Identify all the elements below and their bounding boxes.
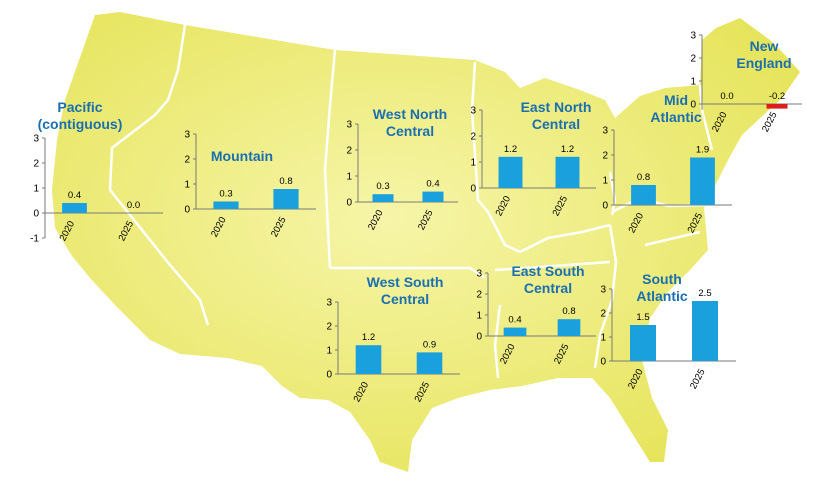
y-tick-label: 0 bbox=[184, 205, 190, 216]
y-tick-label: 1 bbox=[476, 311, 482, 322]
data-label: 0.0 bbox=[720, 91, 733, 102]
y-tick-label: 0 bbox=[33, 209, 39, 220]
y-tick-label: 2 bbox=[690, 54, 696, 65]
bar bbox=[631, 185, 656, 205]
y-tick-label: 3 bbox=[346, 120, 352, 131]
data-label: 0.3 bbox=[219, 189, 232, 200]
y-tick-label: 1 bbox=[600, 333, 606, 344]
data-label: 1.9 bbox=[696, 145, 709, 156]
data-label: 0.8 bbox=[279, 176, 292, 187]
y-tick-label: 2 bbox=[346, 146, 352, 157]
y-tick-label: 3 bbox=[470, 106, 476, 117]
y-tick-label: 0 bbox=[346, 198, 352, 209]
y-tick-label: 2 bbox=[470, 132, 476, 143]
y-tick-label: 1 bbox=[346, 172, 352, 183]
bar bbox=[62, 203, 87, 213]
bar bbox=[766, 104, 788, 109]
data-label: 0.8 bbox=[562, 306, 575, 317]
data-label: 1.2 bbox=[561, 144, 574, 155]
data-label: 0.8 bbox=[637, 172, 650, 183]
bar bbox=[690, 157, 715, 205]
y-tick-label: 0 bbox=[690, 100, 696, 111]
data-label: 0.4 bbox=[426, 179, 439, 190]
data-label: 0.0 bbox=[127, 200, 140, 211]
bar bbox=[503, 327, 527, 336]
y-tick-label: 0 bbox=[326, 370, 332, 381]
chart-title: West North Central bbox=[373, 106, 447, 139]
data-label: -0.2 bbox=[769, 91, 785, 102]
y-tick-label: 2 bbox=[602, 151, 608, 162]
bar bbox=[557, 319, 581, 336]
data-label: 1.5 bbox=[636, 312, 649, 323]
data-label: 1.2 bbox=[362, 332, 375, 343]
y-tick-label: 0 bbox=[600, 357, 606, 368]
bar bbox=[498, 156, 523, 188]
data-label: 1.2 bbox=[504, 144, 517, 155]
y-tick-label: 2 bbox=[33, 159, 39, 170]
y-tick-label: 1 bbox=[690, 77, 696, 88]
y-tick-label: 3 bbox=[184, 130, 190, 141]
y-tick-label: 0 bbox=[470, 184, 476, 195]
bar bbox=[273, 189, 299, 209]
y-tick-label: 0 bbox=[476, 332, 482, 343]
y-tick-label: 3 bbox=[690, 31, 696, 42]
chart-title: South Atlantic bbox=[636, 271, 688, 304]
us-map-silhouette bbox=[52, 12, 800, 472]
y-tick-label: 3 bbox=[33, 134, 39, 145]
bar bbox=[422, 191, 444, 202]
y-tick-label: 3 bbox=[602, 126, 608, 137]
chart-title: Mountain bbox=[211, 148, 273, 164]
data-label: 0.4 bbox=[508, 315, 521, 326]
y-tick-label: 2 bbox=[600, 309, 606, 320]
chart-title: Mid Atlantic bbox=[650, 92, 702, 125]
y-tick-label: 1 bbox=[470, 158, 476, 169]
chart-title: New England bbox=[736, 38, 791, 71]
y-tick-label: 1 bbox=[184, 180, 190, 191]
bar bbox=[555, 156, 580, 188]
y-tick-label: 1 bbox=[602, 176, 608, 187]
category-label: 2025 bbox=[688, 367, 708, 391]
chart-title: East North Central bbox=[521, 99, 592, 132]
chart-title: East South Central bbox=[511, 263, 584, 296]
bar bbox=[372, 194, 394, 202]
y-tick-label: 3 bbox=[476, 269, 482, 280]
y-tick-label: 2 bbox=[476, 290, 482, 301]
chart-title: Pacific (contiguous) bbox=[38, 99, 123, 132]
y-tick-label: 3 bbox=[326, 298, 332, 309]
data-label: 0.4 bbox=[68, 190, 81, 201]
region-borders bbox=[108, 24, 714, 379]
bar bbox=[355, 345, 382, 374]
y-tick-label: 0 bbox=[602, 201, 608, 212]
data-label: 0.9 bbox=[423, 339, 436, 350]
bar bbox=[213, 201, 239, 209]
bar bbox=[630, 325, 656, 361]
bar bbox=[692, 301, 718, 361]
y-tick-label: 3 bbox=[600, 285, 606, 296]
bar bbox=[416, 352, 443, 374]
y-tick-label: -1 bbox=[30, 234, 39, 245]
y-tick-label: 2 bbox=[184, 155, 190, 166]
data-label: 0.3 bbox=[376, 181, 389, 192]
y-tick-label: 1 bbox=[326, 346, 332, 357]
data-label: 2.5 bbox=[698, 288, 711, 299]
y-tick-label: 2 bbox=[326, 322, 332, 333]
chart-title: West South Central bbox=[367, 274, 444, 307]
y-tick-label: 1 bbox=[33, 184, 39, 195]
